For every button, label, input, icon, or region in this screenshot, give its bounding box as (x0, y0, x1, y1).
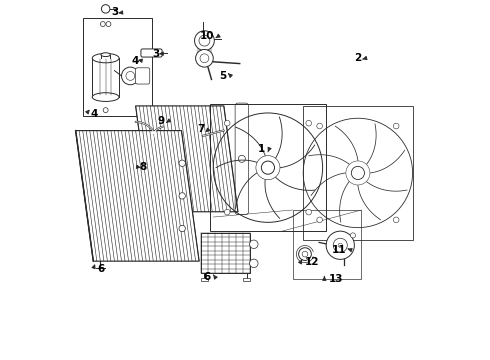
Circle shape (317, 217, 322, 223)
Text: 4: 4 (91, 109, 98, 119)
Circle shape (338, 243, 343, 247)
Circle shape (196, 49, 213, 67)
Circle shape (107, 0, 110, 3)
Text: 3: 3 (152, 49, 160, 59)
Circle shape (238, 155, 245, 162)
Text: 12: 12 (305, 257, 319, 267)
Polygon shape (136, 106, 238, 212)
FancyBboxPatch shape (136, 68, 150, 84)
Circle shape (101, 5, 110, 13)
Circle shape (351, 166, 365, 180)
Bar (201, 233, 250, 274)
Circle shape (179, 193, 185, 199)
Ellipse shape (92, 53, 119, 63)
Circle shape (179, 160, 185, 166)
Text: 10: 10 (200, 31, 214, 41)
FancyBboxPatch shape (141, 49, 162, 57)
Circle shape (249, 259, 258, 267)
Circle shape (326, 231, 354, 259)
Circle shape (224, 120, 230, 126)
Circle shape (261, 161, 274, 174)
Bar (210, 104, 326, 231)
Text: 8: 8 (140, 162, 147, 172)
Circle shape (179, 225, 185, 232)
Text: 5: 5 (220, 71, 227, 81)
Circle shape (350, 233, 356, 238)
Ellipse shape (101, 53, 110, 57)
Text: 13: 13 (329, 274, 343, 284)
FancyBboxPatch shape (198, 41, 211, 58)
Bar (201, 278, 208, 281)
Circle shape (393, 123, 399, 129)
Circle shape (306, 209, 312, 215)
Circle shape (224, 209, 230, 215)
Text: 3: 3 (112, 8, 119, 17)
Text: 4: 4 (131, 56, 139, 66)
Text: 1: 1 (258, 144, 265, 154)
Bar (243, 278, 250, 281)
Text: 9: 9 (158, 116, 165, 126)
Text: 6: 6 (203, 272, 211, 282)
Polygon shape (75, 131, 199, 261)
Circle shape (101, 0, 104, 3)
Circle shape (249, 240, 258, 248)
Text: 7: 7 (197, 124, 205, 134)
Circle shape (100, 22, 105, 27)
Bar (293, 210, 362, 279)
Circle shape (122, 67, 139, 85)
Circle shape (306, 120, 312, 126)
Circle shape (393, 217, 399, 223)
Text: 2: 2 (354, 53, 362, 63)
Circle shape (103, 108, 108, 113)
Text: 11: 11 (332, 245, 346, 255)
Bar (303, 106, 413, 240)
Bar (83, 18, 151, 117)
Circle shape (195, 31, 214, 50)
Text: 6: 6 (98, 264, 105, 274)
Ellipse shape (92, 93, 119, 102)
Circle shape (298, 248, 311, 260)
Circle shape (317, 123, 322, 129)
Circle shape (106, 22, 111, 27)
